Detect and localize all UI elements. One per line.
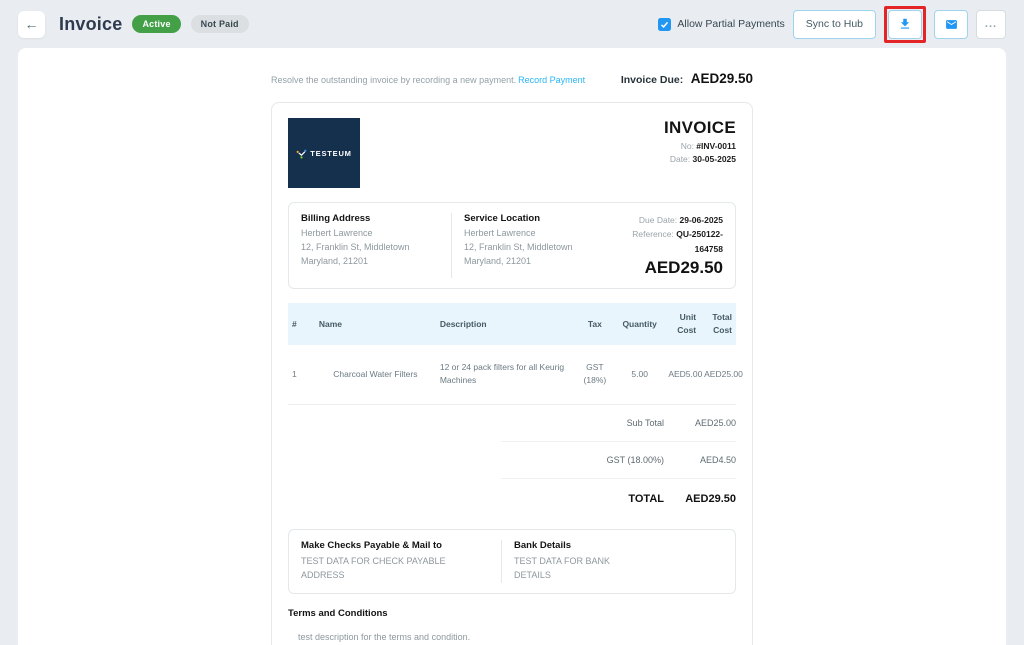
record-payment-link[interactable]: Record Payment bbox=[518, 75, 586, 85]
page-title: Invoice bbox=[59, 13, 123, 34]
checks-payable-text: TEST DATA FOR CHECK PAYABLE ADDRESS bbox=[301, 556, 446, 581]
col-header-qty: Quantity bbox=[615, 303, 665, 345]
invoice-date-value: 30-05-2025 bbox=[692, 154, 736, 164]
topbar: ← Invoice Active Not Paid Allow Partial … bbox=[0, 0, 1024, 48]
summary-amount: AED29.50 bbox=[644, 258, 723, 278]
cell-qty: 5.00 bbox=[615, 344, 665, 405]
bank-details: Bank Details TEST DATA FOR BANK DETAILS bbox=[514, 540, 634, 583]
allow-partial-payments-toggle[interactable]: Allow Partial Payments bbox=[658, 17, 785, 31]
topbar-actions: Allow Partial Payments Sync to Hub ... bbox=[658, 5, 1006, 43]
vertical-divider bbox=[501, 540, 502, 583]
cell-unit: AED5.00 bbox=[664, 344, 702, 405]
reference-line: Reference: QU-250122-164758 bbox=[626, 227, 723, 256]
outstanding-message: Resolve the outstanding invoice by recor… bbox=[271, 75, 585, 85]
content-column: Resolve the outstanding invoice by recor… bbox=[271, 70, 753, 645]
logo-mark-icon bbox=[296, 148, 307, 159]
grand-total-label: TOTAL bbox=[628, 493, 664, 505]
invoice-summary: Due Date: 29-06-2025 Reference: QU-25012… bbox=[626, 213, 723, 278]
main-card: Resolve the outstanding invoice by recor… bbox=[18, 48, 1006, 645]
invoice-due-amount: AED29.50 bbox=[690, 71, 753, 86]
annotation-highlight-box bbox=[884, 5, 926, 43]
back-button[interactable]: ← bbox=[18, 10, 45, 38]
invoice-header: TESTEUM INVOICE No: #INV-0011 Date: 30-0… bbox=[272, 103, 752, 200]
due-date-value: 29-06-2025 bbox=[679, 215, 723, 225]
col-header-name: Name bbox=[314, 303, 436, 345]
billing-address: Billing Address Herbert Lawrence 12, Fra… bbox=[301, 213, 439, 278]
invoice-date-label: Date: bbox=[669, 154, 693, 164]
checkbox-checked-icon[interactable] bbox=[658, 17, 672, 31]
due-date-label: Due Date: bbox=[638, 215, 680, 225]
col-header-num: # bbox=[288, 303, 315, 345]
payment-info-box: Make Checks Payable & Mail to TEST DATA … bbox=[288, 529, 736, 594]
col-header-total: Total Cost bbox=[700, 303, 736, 345]
due-date-line: Due Date: 29-06-2025 bbox=[626, 213, 723, 227]
cell-tax: GST (18%) bbox=[574, 344, 616, 405]
tax-label: GST (18.00%) bbox=[606, 455, 664, 465]
billing-address-text: 12, Franklin St, Middletown Maryland, 21… bbox=[301, 241, 410, 266]
allow-partial-payments-label: Allow Partial Payments bbox=[677, 18, 785, 30]
invoice-number-value: #INV-0011 bbox=[696, 141, 736, 151]
bank-details-heading: Bank Details bbox=[514, 540, 572, 551]
vertical-divider bbox=[451, 213, 452, 279]
items-table-header-row: # Name Description Tax Quantity Unit Cos… bbox=[288, 303, 736, 345]
invoice-title-block: INVOICE No: #INV-0011 Date: 30-05-2025 bbox=[664, 118, 736, 164]
status-badge-active: Active bbox=[132, 15, 181, 33]
invoice-number-line: No: #INV-0011 bbox=[664, 141, 736, 151]
status-badge-not-paid: Not Paid bbox=[190, 15, 249, 33]
email-button[interactable] bbox=[934, 9, 968, 39]
download-icon bbox=[898, 17, 912, 31]
tax-value: AED4.50 bbox=[699, 455, 736, 465]
outstanding-alert-row: Resolve the outstanding invoice by recor… bbox=[271, 70, 753, 88]
subtotal-row: Sub Total AED25.00 bbox=[501, 405, 736, 442]
sync-to-hub-button[interactable]: Sync to Hub bbox=[792, 9, 876, 39]
checks-payable: Make Checks Payable & Mail to TEST DATA … bbox=[301, 540, 489, 583]
tax-row: GST (18.00%) AED4.50 bbox=[501, 442, 736, 479]
terms-text: test description for the terms and condi… bbox=[298, 631, 471, 642]
grand-total-value: AED29.50 bbox=[685, 493, 736, 505]
address-box: Billing Address Herbert Lawrence 12, Fra… bbox=[288, 202, 736, 290]
subtotal-label: Sub Total bbox=[626, 418, 664, 428]
totals-section: Sub Total AED25.00 GST (18.00%) AED4.50 … bbox=[501, 405, 736, 519]
cell-name: Charcoal Water Filters bbox=[314, 344, 436, 405]
invoice-title: INVOICE bbox=[663, 118, 736, 137]
grand-total-row: TOTAL AED29.50 bbox=[501, 479, 736, 519]
download-button[interactable] bbox=[888, 9, 922, 39]
checks-payable-heading: Make Checks Payable & Mail to bbox=[301, 540, 442, 551]
company-logo: TESTEUM bbox=[288, 118, 360, 188]
billing-address-name: Herbert Lawrence bbox=[301, 228, 373, 238]
bank-details-text: TEST DATA FOR BANK DETAILS bbox=[514, 556, 611, 581]
service-location-text: 12, Franklin St, Middletown Maryland, 21… bbox=[464, 241, 573, 266]
cell-desc: 12 or 24 pack filters for all Keurig Mac… bbox=[435, 344, 575, 405]
invoice-number-label: No: bbox=[680, 141, 697, 151]
envelope-icon bbox=[944, 18, 959, 31]
items-table: # Name Description Tax Quantity Unit Cos… bbox=[288, 303, 743, 405]
outstanding-message-text: Resolve the outstanding invoice by recor… bbox=[271, 75, 517, 85]
invoice-due: Invoice Due: AED29.50 bbox=[621, 70, 753, 88]
service-location: Service Location Herbert Lawrence 12, Fr… bbox=[464, 213, 614, 278]
invoice-date-line: Date: 30-05-2025 bbox=[664, 154, 736, 164]
back-arrow-icon: ← bbox=[24, 16, 39, 32]
terms-section: Terms and Conditions test description fo… bbox=[288, 608, 736, 642]
terms-heading: Terms and Conditions bbox=[288, 607, 388, 619]
more-options-button[interactable]: ... bbox=[976, 9, 1006, 39]
subtotal-value: AED25.00 bbox=[694, 418, 736, 428]
service-location-heading: Service Location bbox=[464, 213, 541, 224]
col-header-tax: Tax bbox=[574, 303, 616, 345]
reference-label: Reference: bbox=[632, 229, 677, 240]
col-header-unit: Unit Cost bbox=[664, 303, 701, 345]
table-row: 1 Charcoal Water Filters 12 or 24 pack f… bbox=[288, 344, 743, 405]
reference-value: QU-250122-164758 bbox=[676, 229, 723, 254]
col-header-desc: Description bbox=[435, 303, 575, 345]
logo-text: TESTEUM bbox=[310, 148, 352, 158]
service-location-name: Herbert Lawrence bbox=[464, 228, 536, 238]
cell-total: AED25.00 bbox=[700, 344, 743, 405]
cell-num: 1 bbox=[288, 344, 315, 405]
billing-address-heading: Billing Address bbox=[301, 213, 371, 224]
invoice-document: TESTEUM INVOICE No: #INV-0011 Date: 30-0… bbox=[271, 102, 753, 645]
invoice-due-label: Invoice Due: bbox=[620, 74, 684, 86]
